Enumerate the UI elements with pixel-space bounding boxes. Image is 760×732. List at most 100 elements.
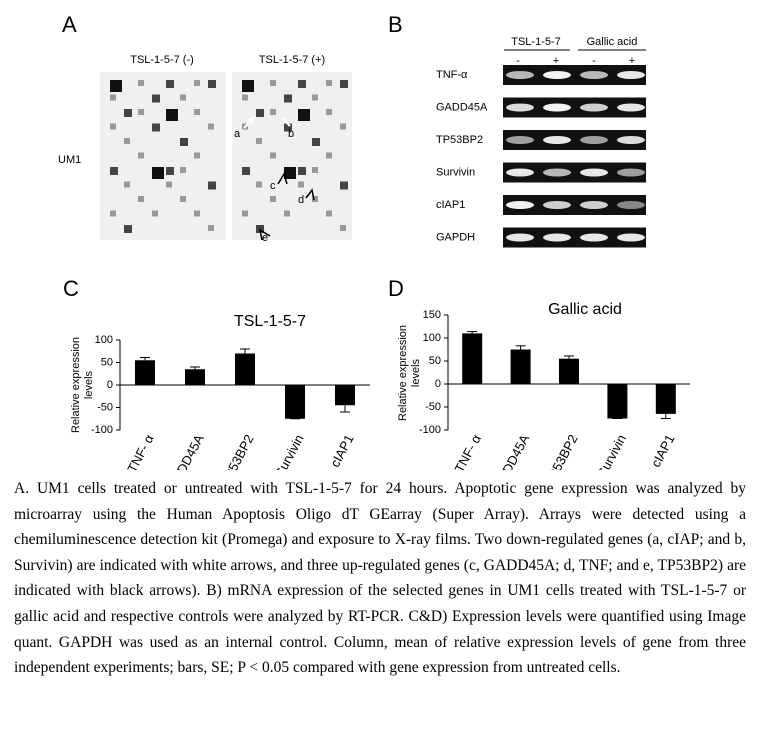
bar [510,349,531,384]
y-tick-label: 50 [429,355,441,367]
x-tick-label: Survivin [272,432,307,470]
x-tick-label: cIAP1 [327,432,357,470]
spot [208,123,214,130]
gel-strip [503,97,646,118]
band [580,233,608,242]
bar [285,385,305,419]
bar [235,353,255,385]
arrow-label: d [298,194,304,206]
arrow [305,188,315,201]
y-tick-label: 50 [101,356,113,368]
band [506,71,534,79]
band [543,136,571,144]
spot [284,210,290,217]
y-tick-label: 100 [423,332,441,344]
arrow-label: a [234,128,241,140]
spot [110,210,116,217]
spot [208,80,216,88]
spot [312,138,320,146]
y-axis-label: Relative expression levels [70,337,95,433]
band [543,201,571,209]
x-tick-label: cIAP1 [648,432,678,470]
spot [270,196,276,202]
gene-label: TP53BP2 [436,134,483,146]
spot [124,109,132,117]
arrow-label: b [288,128,294,140]
band [506,136,534,144]
spot [340,225,346,231]
spot [180,167,186,173]
y-tick-label: -100 [91,424,113,436]
spot [326,152,332,159]
spot [110,80,122,92]
spot [326,80,332,86]
spot [340,181,348,190]
group-label: TSL-1-5-7 [511,36,561,48]
bar [655,384,676,414]
spot [270,109,276,115]
spot [138,109,144,115]
bar [185,369,205,385]
lane-label: + [553,55,559,67]
band [617,233,645,242]
arrow [258,228,271,241]
spot [256,138,262,144]
spot [256,225,264,233]
lane-label: - [592,55,596,67]
band [543,103,571,112]
band [580,71,608,79]
band [617,201,645,209]
spot [284,123,292,132]
y-tick-label: -50 [425,401,441,413]
band [580,201,608,209]
band [580,168,608,177]
band [543,168,571,177]
bar [335,385,355,406]
bar [607,384,628,419]
spot [298,181,304,188]
band [580,136,608,144]
x-tick-label: TP53BP2 [217,432,256,470]
spot [326,210,332,217]
gene-label: Survivin [436,166,475,178]
spot [124,181,130,188]
x-tick-label: TNF- α [124,432,157,470]
spot [180,138,188,146]
arrow [243,116,256,129]
spot [110,123,116,130]
spot [298,80,306,88]
spot [110,94,116,101]
spot [340,123,346,130]
panel-label: A [62,12,77,37]
band [543,233,571,242]
spot [138,196,144,202]
gel-strip [503,162,646,183]
lane-label: + [629,55,635,67]
bar [135,360,155,385]
spot [242,80,254,92]
chart-title: TSL-1-5-7 [234,313,306,330]
gene-label: GAPDH [436,231,475,243]
arrow [277,172,288,185]
spot [152,210,158,217]
spot [180,196,186,202]
spot [326,109,332,115]
spot [208,181,216,190]
spot [242,210,248,217]
spot [312,167,318,173]
gel: - + - + TNF-α GADD45A TP53BP2 Survivin cIAP1 GAPD… [436,55,646,248]
band [617,136,645,144]
panel-label: D [388,276,404,301]
spot [298,109,310,121]
y-axis-label: Relative expression levels [397,324,422,421]
spot [180,94,186,101]
bar [462,333,483,384]
x-tick-label: GADD45A [165,432,207,470]
band [506,168,534,177]
bar [559,358,579,384]
spot [166,181,172,188]
lane-label: - [516,55,520,67]
spot [110,167,118,175]
spot [124,138,130,144]
spot [242,94,248,101]
